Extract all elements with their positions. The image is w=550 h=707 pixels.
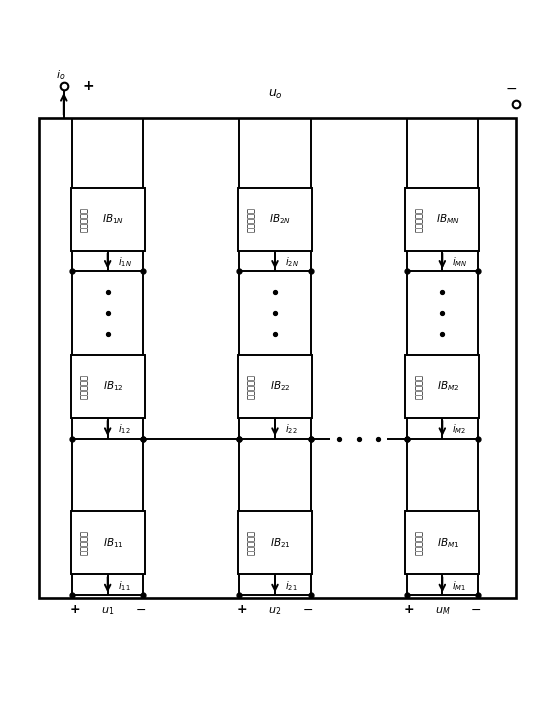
Text: $IB_{M2}$: $IB_{M2}$ bbox=[437, 380, 459, 393]
Text: $-$: $-$ bbox=[135, 603, 146, 616]
Text: $IB_{2N}$: $IB_{2N}$ bbox=[270, 212, 292, 226]
Text: $i_{22}$: $i_{22}$ bbox=[285, 423, 298, 436]
Text: $-$: $-$ bbox=[302, 603, 313, 616]
Text: 智慧蓄电池: 智慧蓄电池 bbox=[415, 374, 424, 399]
Text: +: + bbox=[236, 603, 248, 616]
Text: $i_o$: $i_o$ bbox=[56, 68, 66, 82]
Bar bbox=[405, 355, 480, 418]
Text: +: + bbox=[83, 78, 95, 93]
Text: $i_{2N}$: $i_{2N}$ bbox=[285, 255, 299, 269]
Text: 智慧蓄电池: 智慧蓄电池 bbox=[80, 374, 89, 399]
Text: 智慧蓄电池: 智慧蓄电池 bbox=[415, 530, 424, 555]
Text: 智慧蓄电池: 智慧蓄电池 bbox=[80, 530, 89, 555]
Text: $IB_{MN}$: $IB_{MN}$ bbox=[436, 212, 460, 226]
Text: $-$: $-$ bbox=[505, 81, 517, 95]
Text: 智慧蓄电池: 智慧蓄电池 bbox=[80, 206, 89, 232]
Bar bbox=[405, 511, 480, 574]
Text: 智慧蓄电池: 智慧蓄电池 bbox=[247, 374, 256, 399]
Bar bbox=[405, 187, 480, 251]
Text: $u_{M}$: $u_{M}$ bbox=[434, 604, 450, 617]
Text: +: + bbox=[69, 603, 80, 616]
Bar bbox=[238, 511, 312, 574]
Bar bbox=[70, 511, 145, 574]
Bar bbox=[39, 117, 516, 597]
Text: 智慧蓄电池: 智慧蓄电池 bbox=[247, 530, 256, 555]
Bar bbox=[70, 187, 145, 251]
Text: +: + bbox=[404, 603, 415, 616]
Text: $IB_{1N}$: $IB_{1N}$ bbox=[102, 212, 124, 226]
Text: $i_{12}$: $i_{12}$ bbox=[118, 423, 130, 436]
Bar bbox=[238, 187, 312, 251]
Text: $u_o$: $u_o$ bbox=[267, 88, 283, 101]
Text: $IB_{22}$: $IB_{22}$ bbox=[270, 380, 291, 393]
Text: $u_{1}$: $u_{1}$ bbox=[101, 604, 114, 617]
Text: $i_{M2}$: $i_{M2}$ bbox=[452, 423, 466, 436]
Text: $i_{M1}$: $i_{M1}$ bbox=[452, 579, 466, 592]
Text: $i_{MN}$: $i_{MN}$ bbox=[452, 255, 468, 269]
Text: 智慧蓄电池: 智慧蓄电池 bbox=[415, 206, 424, 232]
Text: $i_{11}$: $i_{11}$ bbox=[118, 579, 130, 592]
Text: $IB_{12}$: $IB_{12}$ bbox=[103, 380, 124, 393]
Text: $i_{1N}$: $i_{1N}$ bbox=[118, 255, 131, 269]
Text: $IB_{11}$: $IB_{11}$ bbox=[103, 536, 124, 549]
Text: $i_{21}$: $i_{21}$ bbox=[285, 579, 298, 592]
Bar bbox=[70, 355, 145, 418]
Text: $u_{2}$: $u_{2}$ bbox=[268, 604, 282, 617]
Text: $IB_{21}$: $IB_{21}$ bbox=[270, 536, 291, 549]
Bar bbox=[238, 355, 312, 418]
Text: 智慧蓄电池: 智慧蓄电池 bbox=[247, 206, 256, 232]
Text: $IB_{M1}$: $IB_{M1}$ bbox=[437, 536, 459, 549]
Text: $-$: $-$ bbox=[470, 603, 481, 616]
